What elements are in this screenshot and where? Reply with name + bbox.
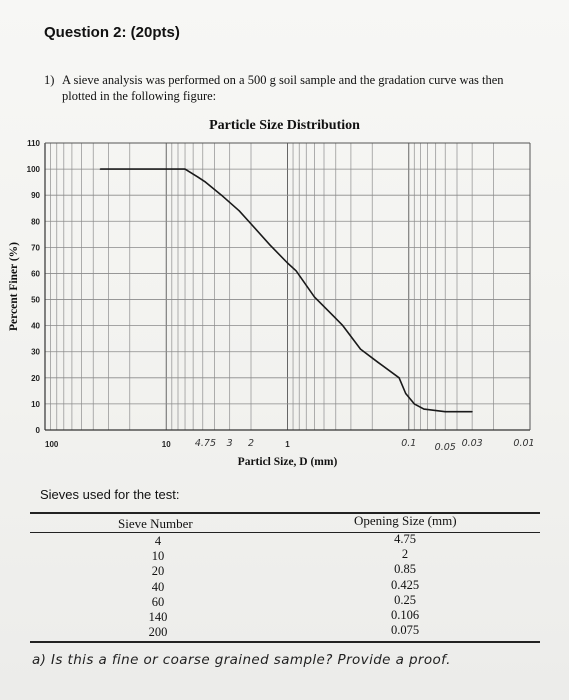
y-axis-title: Percent Finer (%) <box>8 242 20 331</box>
curve-point <box>269 244 271 246</box>
sieve-number-cell: 10 <box>151 549 165 564</box>
sieve-number-cell: 140 <box>148 610 168 624</box>
opening-size-cell: 4.75 <box>394 532 416 546</box>
x-tick-label: 1 <box>285 440 290 449</box>
curve-point <box>286 262 289 264</box>
handwritten-annotations: 4.75 3 2 0.1 0.05 0.03 0.01 <box>195 438 535 453</box>
gradation-curve <box>100 168 473 413</box>
handwritten-question: a) Is this a fine or coarse grained samp… <box>32 652 451 668</box>
sieve-number-cell: 20 <box>151 564 165 579</box>
table-top-rule <box>30 512 540 514</box>
y-tick-label: 100 <box>27 165 41 174</box>
problem-number: 1) <box>44 73 55 87</box>
opening-size-cell: 0.106 <box>390 608 420 622</box>
sieve-number-cell: 60 <box>151 594 165 609</box>
handwritten-tick-note: 2 <box>248 438 254 449</box>
gradation-curve-layer <box>99 168 473 413</box>
y-tick-label: 10 <box>31 400 40 409</box>
curve-point <box>220 194 223 196</box>
opening-size-cell: 0.425 <box>390 577 420 592</box>
y-tick-label: 40 <box>31 322 40 331</box>
sieve-number-cell: 4 <box>154 534 162 548</box>
curve-point <box>444 411 446 413</box>
chart-grid <box>45 142 531 431</box>
curve-point <box>413 403 415 405</box>
curve-point <box>250 223 252 225</box>
sieves-caption: Sieves used for the test: <box>40 487 180 502</box>
x-tick-label: 100 <box>45 440 59 449</box>
sieve-number-cell: 40 <box>151 579 165 594</box>
handwritten-tick-note: 4.75 <box>195 438 216 449</box>
handwritten-tick-note: 0.05 <box>435 442 456 453</box>
particle-size-chart: 0 10 20 30 40 50 60 70 80 90 100 110 100 10 1 Particl S… <box>8 139 535 468</box>
opening-size-cell: 2 <box>401 547 409 562</box>
curve-point <box>204 181 207 183</box>
curve-point <box>295 270 297 272</box>
curve-point <box>471 411 473 413</box>
x-axis-title: Particl Size, D (mm) <box>238 456 338 468</box>
curve-point <box>342 325 344 327</box>
curve-point <box>184 168 186 170</box>
curve-point <box>313 296 315 298</box>
chart-labels: 0 10 20 30 40 50 60 70 80 90 100 110 100 10 1 Particl S… <box>8 139 337 468</box>
sieve-table: Sieve Number Opening Size (mm) 4 4.75 10 2 2… <box>30 508 540 643</box>
y-tick-label: 80 <box>31 217 40 226</box>
y-tick-label: 30 <box>31 348 40 357</box>
opening-size-cell: 0.25 <box>394 592 416 607</box>
curve-point <box>359 348 362 350</box>
chart-title: Particle Size Distribution <box>209 118 360 133</box>
handwritten-tick-note: 3 <box>227 438 233 449</box>
y-tick-label: 110 <box>27 139 40 148</box>
table-header-rule <box>30 532 540 533</box>
y-tick-label: 70 <box>31 243 40 252</box>
curve-point <box>377 361 379 363</box>
y-tick-label: 90 <box>31 191 40 200</box>
opening-size-cell: 0.85 <box>394 562 416 577</box>
y-tick-label: 60 <box>31 269 40 278</box>
opening-size-cell: 0.075 <box>390 623 420 638</box>
sieve-number-cell: 200 <box>148 625 168 640</box>
curve-point <box>331 314 334 316</box>
x-tick-label: 10 <box>162 440 171 449</box>
y-tick-label: 20 <box>31 374 40 383</box>
question-title: Question 2: (20pts) <box>44 24 180 41</box>
curve-point <box>238 210 240 212</box>
header-opening-size: Opening Size (mm) <box>354 513 457 528</box>
header-sieve-number: Sieve Number <box>118 516 193 531</box>
chart-axes <box>44 142 531 431</box>
handwritten-tick-note: 0.1 <box>401 438 416 449</box>
handwritten-tick-note: 0.01 <box>513 438 534 449</box>
y-tick-label: 50 <box>31 296 40 305</box>
curve-point <box>398 377 400 379</box>
curve-point <box>99 168 101 170</box>
y-tick-label: 0 <box>36 426 41 435</box>
curve-point <box>405 392 407 395</box>
problem-text: A sieve analysis was performed on a 500 … <box>62 73 504 103</box>
curve-point <box>423 408 425 410</box>
curve-point <box>197 176 199 178</box>
table-bottom-rule <box>30 641 540 643</box>
handwritten-tick-note: 0.03 <box>462 438 483 449</box>
